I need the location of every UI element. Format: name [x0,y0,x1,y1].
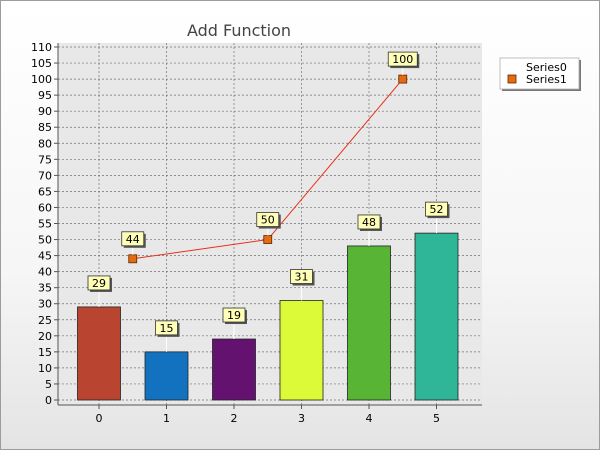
data-labels: 29 15 19 31 48 52 44 50 100 [87,51,450,352]
data-label: 15 [155,320,180,337]
y-axis: 0 5 10 15 20 25 30 35 40 45 50 55 60 65 70 75 80 85 90 95 10… [31,41,58,407]
data-label-box [425,201,448,217]
y-tick-label: 15 [38,346,52,359]
data-label-box [155,320,178,336]
data-label-box [290,269,313,284]
data-label: 19 [222,307,247,325]
data-label: 48 [357,214,382,231]
data-label: 100 [387,51,420,69]
x-tick-label: 5 [433,412,440,425]
data-label-text: 48 [362,216,376,229]
legend-box [499,57,580,90]
data-label: 31 [290,269,315,286]
data-label-box [357,214,381,230]
y-tick-label: 100 [31,73,52,86]
data-label-box [222,307,246,323]
y-tick-label: 110 [31,41,52,54]
chart-title: Add Function [187,21,291,40]
data-label-box [87,275,111,291]
y-tick-label: 95 [38,89,52,102]
data-label-text: 15 [160,322,174,335]
y-tick-label: 90 [38,105,52,118]
y-tick-label: 10 [38,362,52,375]
line-marker [398,74,408,84]
line-marker [263,235,273,244]
y-tick-label: 55 [38,218,52,231]
legend-label: Series1 [526,73,567,86]
y-tick-label: 25 [38,314,52,327]
data-label-box [256,212,280,227]
bar [144,351,189,401]
data-label-text: 31 [295,271,309,284]
data-label-text: 44 [126,233,140,246]
y-tick-label: 105 [31,57,52,70]
y-tick-label: 5 [45,378,52,391]
data-label: 44 [121,231,146,248]
bar [414,232,459,401]
y-tick-label: 20 [38,330,52,343]
line-marker [128,254,138,264]
y-tick-label: 65 [38,185,52,198]
y-tick-label: 50 [38,234,52,247]
bar-series [77,232,459,401]
data-label: 29 [87,275,112,292]
data-label: 50 [256,212,281,229]
bar [212,338,256,401]
x-tick-label: 2 [231,412,238,425]
y-tick-label: 80 [38,137,52,150]
y-tick-label: 40 [38,266,52,279]
legend-swatch [507,74,517,84]
y-tick-label: 35 [38,282,52,295]
y-tick-label: 30 [38,298,52,311]
x-tick-label: 4 [366,412,373,425]
y-tick-label: 75 [38,153,52,166]
bar [77,306,121,401]
bar [279,300,324,401]
data-label-box [387,51,418,67]
x-tick-label: 1 [163,412,170,425]
data-label-text: 29 [92,277,106,290]
y-tick-label: 70 [38,169,52,182]
y-tick-label: 60 [38,201,52,214]
data-label-text: 52 [430,203,444,216]
bar [347,245,391,401]
data-label-text: 19 [227,309,241,322]
y-tick-label: 85 [38,121,52,134]
x-axis: 0 1 2 3 4 5 [96,405,440,425]
x-tick-label: 3 [298,412,305,425]
y-tick-label: 0 [45,394,52,407]
y-tick-label: 45 [38,250,52,263]
data-label: 52 [425,201,450,219]
legend-label: Series0 [526,61,567,74]
data-label-text: 100 [392,53,413,66]
x-tick-label: 0 [96,412,103,425]
data-label-text: 50 [261,214,275,227]
data-label-box [121,231,145,247]
